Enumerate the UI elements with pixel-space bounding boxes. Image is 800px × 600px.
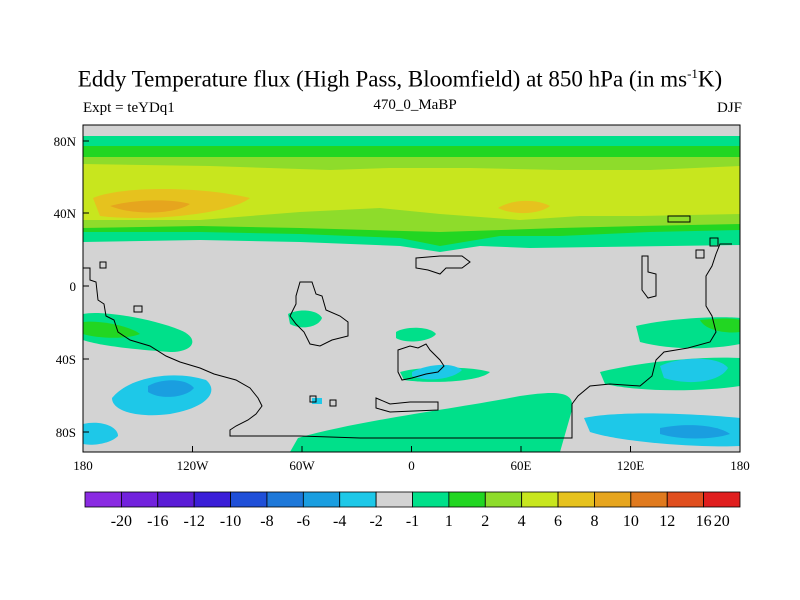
colorbar-box xyxy=(448,491,486,508)
colorbar-label: 16 xyxy=(696,513,712,530)
colorbar-label: -10 xyxy=(220,513,241,530)
coast-africa-east xyxy=(397,343,445,381)
nh-core-west xyxy=(110,200,190,213)
colorbar-label: -6 xyxy=(297,513,310,530)
map-title: Eddy Temperature flux (High Pass, Bloomf… xyxy=(77,66,723,92)
coast-island-ne xyxy=(667,215,691,223)
x-tick-label: 0 xyxy=(408,458,415,473)
colorbar-label: 12 xyxy=(659,513,675,530)
colorbar-label: 1 xyxy=(445,513,453,530)
y-tick-label: 80N xyxy=(54,134,77,149)
colorbar-box xyxy=(230,491,268,508)
colorbar-label: -16 xyxy=(147,513,168,530)
colorbar-box xyxy=(630,491,668,508)
colorbar-label: -1 xyxy=(406,513,419,530)
colorbar-box xyxy=(412,491,450,508)
coast-asia-east xyxy=(641,255,657,299)
coastlines xyxy=(83,215,732,439)
x-tick-label: 60E xyxy=(511,458,532,473)
sh-cold-southpacific-inner xyxy=(660,425,730,439)
y-tick-label: 0 xyxy=(70,279,77,294)
colorbar-box xyxy=(193,491,231,508)
colorbar-box xyxy=(557,491,595,508)
sh-patch-eastindian-inner xyxy=(700,318,740,333)
x-tick-label: 120E xyxy=(617,458,645,473)
colorbar-box xyxy=(484,491,523,508)
sh-cold-drake xyxy=(83,422,118,445)
axis-ticks xyxy=(82,140,741,452)
colorbar-label: 6 xyxy=(554,513,562,530)
coast-africa-shape xyxy=(289,281,349,347)
colorbar xyxy=(84,491,741,508)
colorbar-label: -12 xyxy=(184,513,205,530)
colorbar-box xyxy=(120,491,159,508)
colorbar-box xyxy=(157,491,195,508)
sh-cold-australia xyxy=(660,358,728,383)
season-label: DJF xyxy=(716,100,742,116)
colorbar-labels: -20 -16 -12 -10 -8 -6 -4 -2 -1 1 2 4 6 8 10 12 16 20 xyxy=(111,513,730,530)
colorbar-box xyxy=(375,491,413,508)
colorbar-box xyxy=(703,491,741,508)
sh-patch-southamerica xyxy=(288,310,322,328)
y-tick-labels: 80N 40N 0 40S 80S xyxy=(54,134,77,440)
period-label: 470_0_MaBP xyxy=(373,97,457,113)
coast-islands-sw xyxy=(375,397,439,413)
colorbar-box xyxy=(521,491,559,508)
sh-patch-indianocean xyxy=(290,392,573,452)
colorbar-label: 2 xyxy=(481,513,489,530)
coast-patch xyxy=(415,255,471,275)
colorbar-label: 20 xyxy=(714,513,730,530)
coast-islands-small xyxy=(99,237,719,407)
y-tick-label: 40N xyxy=(54,206,77,221)
sh-cold-small xyxy=(312,398,322,404)
colorbar-box xyxy=(594,491,632,508)
colorbar-label: -4 xyxy=(333,513,346,530)
colorbar-label: 10 xyxy=(623,513,639,530)
colorbar-label: -8 xyxy=(260,513,273,530)
colorbar-label: 4 xyxy=(518,513,526,530)
colorbar-box xyxy=(302,491,341,508)
x-tick-label: 60W xyxy=(289,458,315,473)
colorbar-box xyxy=(266,491,304,508)
y-tick-label: 40S xyxy=(56,352,76,367)
colorbar-box xyxy=(84,491,122,508)
sh-cold-pacific-inner xyxy=(148,380,194,397)
x-tick-label: 180 xyxy=(73,458,93,473)
colorbar-box xyxy=(339,491,377,508)
nh-maximum-center xyxy=(498,200,550,214)
x-tick-label: 120W xyxy=(177,458,210,473)
y-tick-label: 80S xyxy=(56,425,76,440)
sh-patch-africa-north xyxy=(396,327,436,342)
sh-patch-westpacific-inner xyxy=(83,321,140,338)
colorbar-label: -2 xyxy=(369,513,382,530)
coast-americas-west xyxy=(83,243,732,439)
experiment-label: Expt = teYDq1 xyxy=(83,100,175,116)
x-tick-label: 180 xyxy=(730,458,750,473)
x-tick-labels: 180 120W 60W 0 60E 120E 180 xyxy=(73,458,750,473)
field-layer xyxy=(83,125,740,452)
colorbar-box xyxy=(666,491,705,508)
colorbar-label: 8 xyxy=(590,513,598,530)
nh-band-yellow xyxy=(83,164,740,220)
colorbar-label: -20 xyxy=(111,513,132,530)
